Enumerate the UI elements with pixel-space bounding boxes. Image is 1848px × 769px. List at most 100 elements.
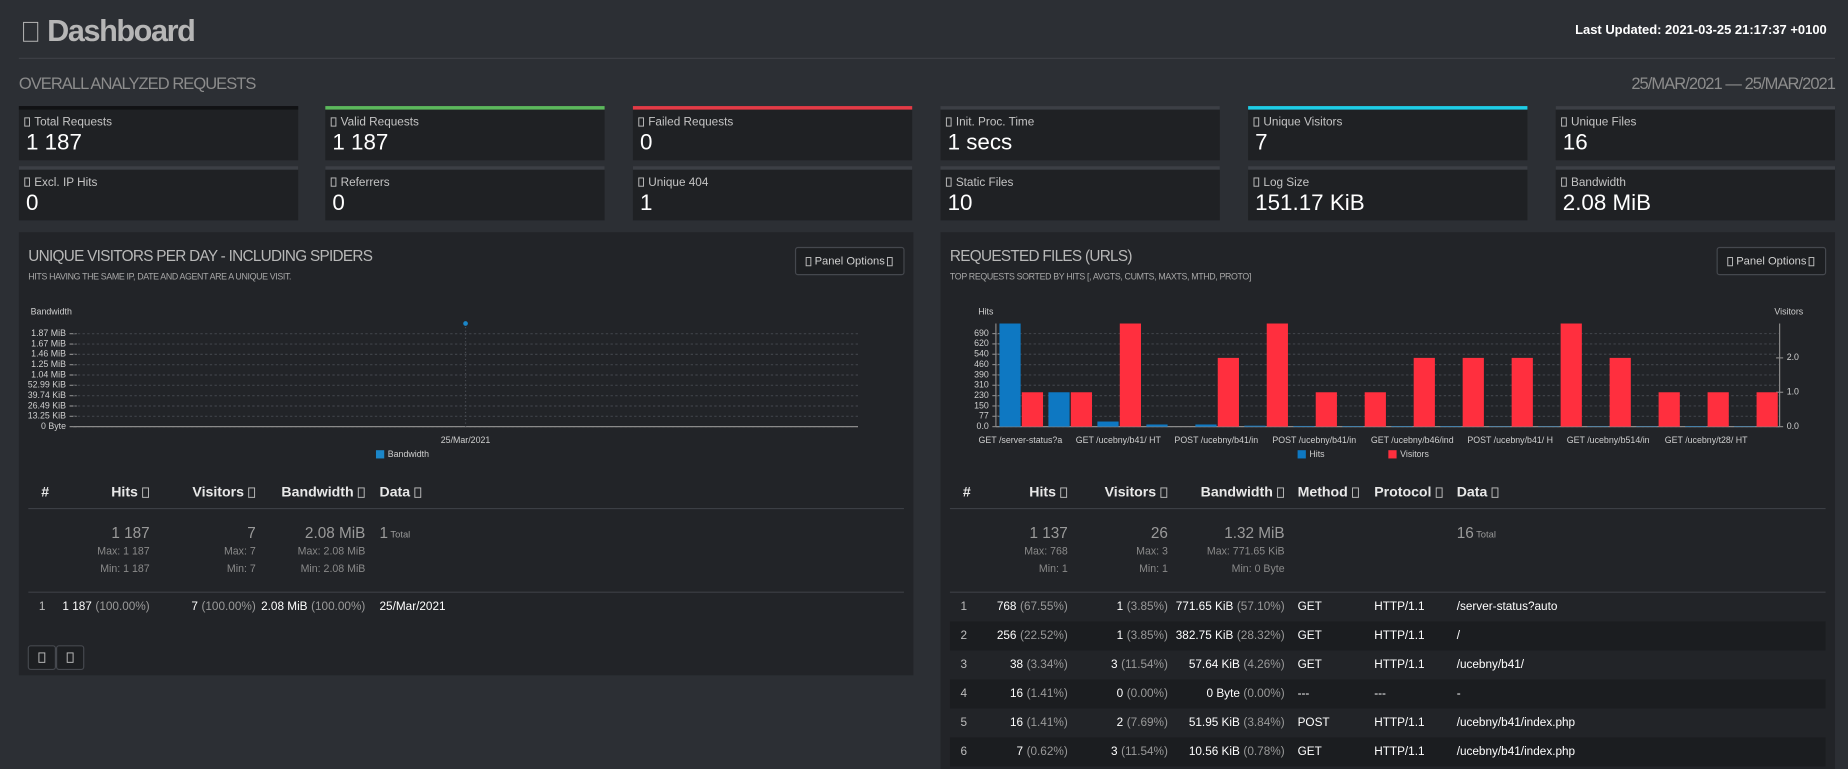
- cell-value: 7: [191, 600, 198, 613]
- pagination-button[interactable]: [56, 645, 85, 671]
- table-cell: 5: [961, 716, 968, 729]
- cell-value: 1: [1117, 600, 1124, 613]
- bar: [1048, 392, 1070, 427]
- summary-stat: Max: 7: [224, 545, 256, 557]
- y-tick-label: 426.49 KiB: [23, 400, 66, 410]
- card-value: 1 187: [26, 130, 82, 155]
- y-tick-label: 2.0: [1787, 352, 1799, 362]
- panel-options-button[interactable]: Panel Options: [794, 246, 905, 276]
- table-cell: 0 Byte (0.00%): [1207, 687, 1285, 700]
- table-cell: 1 (3.85%): [1117, 600, 1168, 613]
- card-background: [940, 166, 1220, 221]
- icon: [1253, 177, 1260, 187]
- icon: [638, 117, 644, 127]
- summary-total: 1 137: [1029, 525, 1067, 542]
- y-tick-label: 1.04 MiB: [31, 369, 66, 379]
- y-tick-label: 852.99 KiB: [23, 380, 66, 390]
- table-cell: 256 (22.52%): [997, 629, 1068, 642]
- table-header: #: [41, 483, 49, 499]
- cell-value: 51.95 KiB: [1189, 716, 1240, 729]
- bar: [1609, 357, 1631, 427]
- card-accent: [940, 106, 1220, 110]
- y-tick-label: 540: [974, 349, 989, 359]
- icon: [1727, 257, 1733, 267]
- panel-subtitle: HITS HAVING THE SAME IP, DATE AND AGENT …: [28, 271, 291, 281]
- x-tick-label: GET /ucebny/t28/ HT: [1665, 435, 1748, 445]
- card-background: [18, 166, 299, 221]
- x-tick-label: POST /ucebny/b41/in: [1272, 435, 1356, 445]
- card-label: Init. Proc. Time: [956, 116, 1035, 129]
- bar: [1658, 392, 1680, 427]
- card-background: [1248, 106, 1528, 161]
- card-value: 151.17 KiB: [1255, 190, 1364, 215]
- bar: [1560, 323, 1582, 427]
- table-cell: GET: [1298, 745, 1322, 758]
- panel-options-button[interactable]: Panel Options: [1716, 246, 1827, 276]
- icon: [1277, 487, 1284, 498]
- table-header: Visitors: [192, 483, 244, 499]
- table-cell: 1: [39, 600, 46, 613]
- row-background: [949, 737, 1826, 767]
- cell-value: 771.65 KiB: [1176, 600, 1234, 613]
- summary-stat: Min: 1: [1139, 563, 1168, 575]
- icon: [23, 21, 39, 42]
- card-value: 7: [1255, 130, 1267, 155]
- table-cell: 1 (3.85%): [1117, 629, 1168, 642]
- card-accent: [325, 166, 605, 170]
- y-tick-label: 0.0: [1787, 421, 1799, 431]
- card-label: Total Requests: [34, 116, 112, 129]
- icon: [248, 487, 256, 498]
- summary-total: 2.08 MiB: [305, 525, 365, 542]
- card-accent: [1555, 106, 1836, 110]
- card-value: 0: [332, 190, 344, 215]
- table-cell: 2: [961, 629, 968, 642]
- cell-value: 1: [1117, 629, 1124, 642]
- card-label: Failed Requests: [648, 116, 733, 129]
- bar: [1097, 421, 1119, 427]
- cell-percent: (3.85%): [1127, 629, 1168, 642]
- table-cell: 0 (0.00%): [1117, 687, 1168, 700]
- cell-percent: (0.78%): [1243, 745, 1284, 758]
- cell-percent: (100.00%): [311, 600, 365, 613]
- y2-axis-label: Visitors: [1774, 307, 1803, 317]
- y-tick-label: 230: [974, 390, 989, 400]
- y-tick-label: 460: [974, 359, 989, 369]
- card-background: [1555, 106, 1836, 161]
- x-tick-label: POST /ucebny/b41/ H: [1467, 435, 1553, 445]
- icon: [414, 487, 422, 498]
- card-label: Excl. IP Hits: [34, 176, 97, 189]
- data-table: # Hits Visitors Bandwidth Data 1 187 Max: 1 18…: [27, 483, 904, 671]
- x-tick-label: POST /ucebny/b41/in: [1174, 435, 1258, 445]
- card-background: [1248, 166, 1528, 221]
- summary-total: 1 187: [111, 525, 149, 542]
- table-cell: 38 (3.34%): [1010, 658, 1068, 671]
- summary-total: 1: [380, 525, 389, 542]
- cell-percent: (28.32%): [1237, 629, 1285, 642]
- table-cell: 57.64 KiB (4.26%): [1189, 658, 1285, 671]
- table-cell: 25/Mar/2021: [380, 600, 446, 613]
- cell-percent: (1.41%): [1027, 687, 1068, 700]
- y-tick-label: 310: [974, 380, 989, 390]
- table-cell: 6: [961, 745, 968, 758]
- table-cell: /ucebny/b41/index.php: [1457, 716, 1576, 729]
- x-tick-label: GET /server-status?a: [979, 435, 1063, 445]
- table-cell: 2.08 MiB (100.00%): [261, 600, 365, 613]
- cell-value: 7: [1016, 745, 1023, 758]
- table-cell: GET: [1298, 629, 1322, 642]
- icon: [142, 487, 149, 498]
- pagination-button[interactable]: [27, 645, 57, 671]
- cell-percent: (3.85%): [1127, 600, 1168, 613]
- card-value: 1 187: [332, 130, 388, 155]
- icon: [886, 257, 893, 267]
- summary-total-label: Total: [390, 529, 410, 540]
- panel-title: REQUESTED FILES (URLS): [950, 248, 1132, 265]
- card-background: [325, 166, 605, 221]
- table-cell: HTTP/1.1: [1374, 745, 1424, 758]
- icon: [945, 117, 952, 127]
- y-tick-label: 0 Byte: [41, 421, 66, 431]
- cell-percent: (100.00%): [201, 600, 255, 613]
